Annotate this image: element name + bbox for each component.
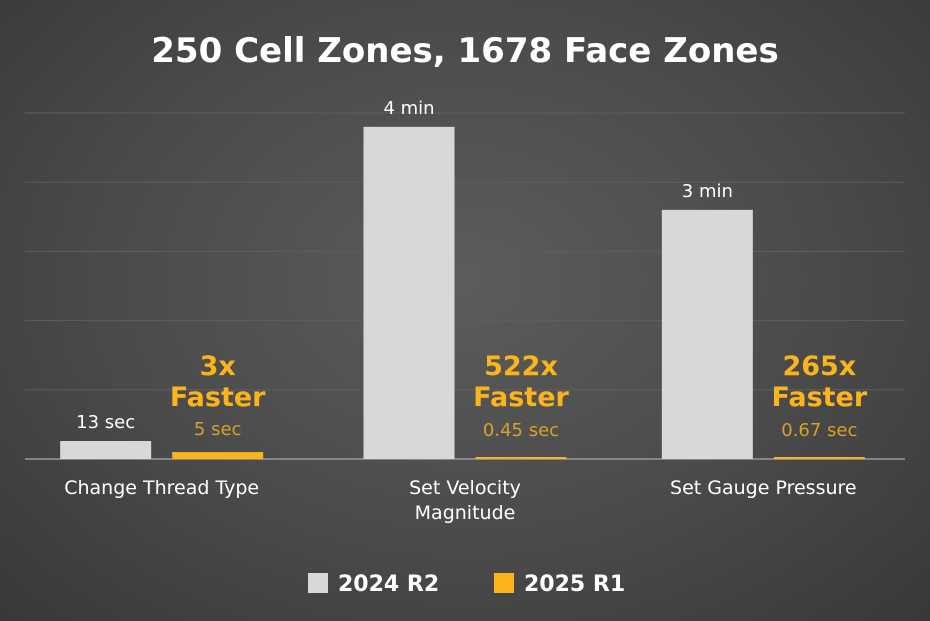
value-label: 0.67 sec bbox=[781, 420, 857, 441]
bar-2025-r1 bbox=[475, 457, 567, 459]
chart-title: 250 Cell Zones, 1678 Face Zones bbox=[151, 31, 778, 71]
value-label: 5 sec bbox=[194, 419, 242, 440]
value-label: 0.45 sec bbox=[483, 420, 559, 441]
value-label: 13 sec bbox=[76, 412, 135, 433]
category-label: Set Gauge Pressure bbox=[670, 477, 857, 499]
speedup-annotation: Faster bbox=[473, 382, 569, 413]
category-label: Change Thread Type bbox=[64, 477, 259, 499]
legend-label: 2024 R2 bbox=[338, 572, 439, 597]
legend: 2024 R2 2025 R1 bbox=[308, 572, 625, 597]
category-label: Set Velocity bbox=[409, 477, 521, 499]
speedup-annotation: 3x bbox=[200, 351, 236, 382]
category-label: Magnitude bbox=[415, 502, 516, 524]
legend-swatch bbox=[494, 573, 514, 593]
value-label: 3 min bbox=[682, 181, 733, 202]
speedup-annotation: 265x bbox=[782, 351, 856, 382]
bar-2024-r2 bbox=[661, 209, 753, 459]
legend-swatch bbox=[308, 573, 328, 593]
speedup-annotation: Faster bbox=[170, 382, 266, 413]
gridlines bbox=[25, 112, 905, 460]
speedup-annotation: 522x bbox=[484, 351, 558, 382]
bar-2024-r2 bbox=[60, 441, 152, 459]
legend-label: 2025 R1 bbox=[524, 572, 625, 597]
speedup-annotation: Faster bbox=[771, 382, 867, 413]
bar-2025-r1 bbox=[172, 452, 264, 459]
bars bbox=[60, 126, 865, 459]
bar-2024-r2 bbox=[363, 126, 455, 459]
value-label: 4 min bbox=[383, 98, 434, 119]
bar-2025-r1 bbox=[773, 457, 865, 459]
